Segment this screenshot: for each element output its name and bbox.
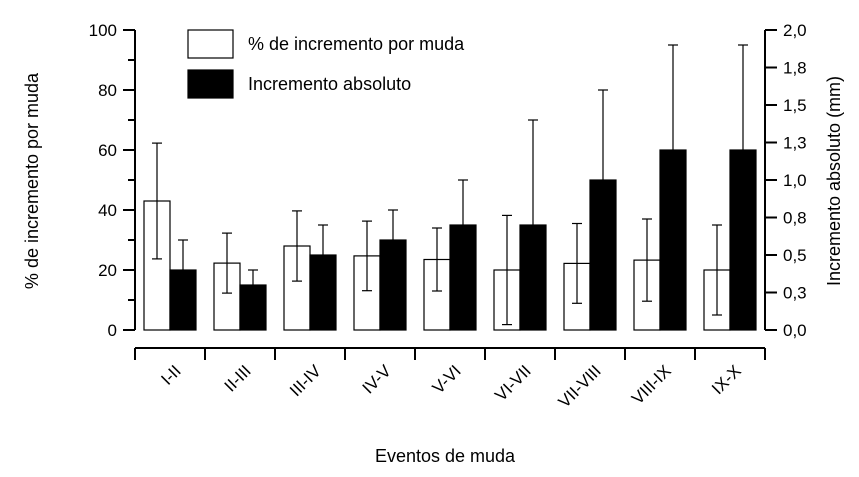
bar [729,149,757,331]
x-tick-label: V-VI [429,361,465,397]
bars [143,149,757,331]
bar [169,269,197,331]
left-axis-title: % de incremento por muda [22,72,42,289]
x-tick-label: VI-VII [491,361,534,404]
legend-label: Incremento absoluto [248,74,411,94]
x-axis-title: Eventos de muda [375,446,516,466]
right-tick-label: 1,8 [783,59,807,78]
bar [379,239,407,331]
x-tick-label: IX-X [708,361,745,398]
bar [519,224,547,331]
bar [239,284,267,331]
left-tick-label: 20 [98,261,117,280]
right-tick-label: 0,3 [783,284,807,303]
legend: % de incremento por muda Incremento absol… [187,29,465,99]
x-tick-label: VIII-IX [628,361,675,408]
left-tick-label: 40 [98,201,117,220]
legend-label: % de incremento por muda [248,34,465,54]
right-axis-title: Incremento absoluto (mm) [824,76,844,286]
legend-swatch [187,69,234,99]
x-tick-label: II-III [221,361,255,395]
left-tick-label: 100 [89,21,117,40]
right-tick-label: 1,5 [783,96,807,115]
right-tick-label: 0,0 [783,321,807,340]
legend-swatch [187,29,234,59]
right-tick-label: 1,3 [783,134,807,153]
x-tick-label: IV-V [359,361,396,398]
bar [589,179,617,331]
x-tick-label: I-II [157,361,184,388]
right-tick-label: 0,5 [783,246,807,265]
left-tick-label: 60 [98,141,117,160]
bar [659,149,687,331]
right-tick-label: 2,0 [783,21,807,40]
left-tick-label: 80 [98,81,117,100]
bar [309,254,337,331]
bar [449,224,477,331]
left-tick-label: 0 [108,321,117,340]
right-tick-label: 0,8 [783,209,807,228]
x-tick-label: VII-VIII [555,361,605,411]
error-bars [152,44,748,326]
x-tick-label: III-IV [286,361,325,400]
right-tick-label: 1,0 [783,171,807,190]
